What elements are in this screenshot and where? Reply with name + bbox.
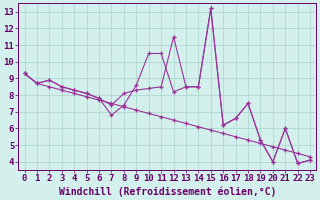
X-axis label: Windchill (Refroidissement éolien,°C): Windchill (Refroidissement éolien,°C) (59, 186, 276, 197)
